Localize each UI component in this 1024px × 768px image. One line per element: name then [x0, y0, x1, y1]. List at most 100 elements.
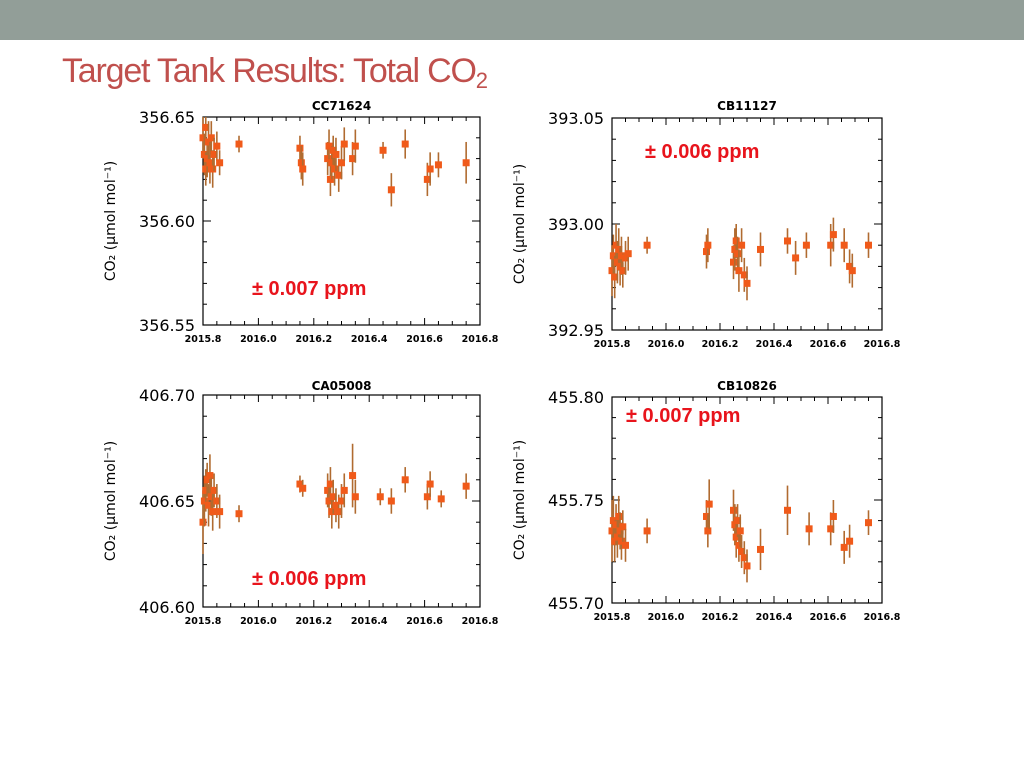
data-point: [615, 245, 623, 253]
data-point: [731, 245, 739, 253]
data-point: [387, 497, 395, 505]
data-point: [616, 262, 624, 270]
x-tick-label: 2016.0: [240, 616, 277, 627]
data-point: [617, 537, 625, 545]
data-point: [213, 497, 221, 505]
data-point: [622, 541, 629, 549]
data-point: [340, 140, 348, 148]
data-point: [351, 142, 359, 150]
data-point: [865, 241, 872, 249]
data-point: [613, 533, 621, 541]
data-point: [611, 537, 619, 545]
y-axis-label: CO₂ (μmol mol⁻¹): [103, 161, 119, 281]
x-tick-label: 2016.8: [462, 334, 499, 345]
data-point: [326, 480, 334, 488]
y-tick-label: 406.60: [139, 598, 195, 617]
y-tick-label: 393.05: [548, 109, 604, 128]
data-point: [612, 521, 620, 529]
data-point: [338, 159, 345, 167]
data-point: [792, 254, 800, 262]
chart-title: CC71624: [312, 99, 371, 113]
data-point: [757, 545, 764, 553]
y-tick-label: 356.65: [139, 108, 195, 127]
data-point: [437, 495, 445, 503]
data-point: [199, 134, 207, 142]
data-point: [703, 512, 710, 520]
data-point: [784, 237, 791, 245]
x-tick-label: 2016.6: [810, 612, 847, 623]
data-point: [207, 134, 215, 142]
data-point: [203, 155, 211, 163]
data-point: [846, 262, 854, 270]
data-point: [351, 493, 359, 501]
data-point: [643, 527, 651, 535]
chart-title: CB11127: [717, 99, 777, 113]
y-axis-label: CO₂ (μmol mol⁻¹): [103, 441, 119, 561]
chart-title: CA05008: [312, 379, 372, 393]
data-point: [332, 501, 340, 509]
data-point: [617, 252, 625, 260]
data-point: [296, 480, 304, 488]
data-point: [338, 497, 345, 505]
data-point: [619, 523, 627, 531]
x-tick-label: 2015.8: [185, 334, 222, 345]
data-point: [735, 267, 743, 275]
data-point: [732, 533, 740, 541]
y-tick-label: 356.55: [139, 316, 195, 335]
data-point: [329, 493, 337, 501]
data-point: [203, 476, 211, 484]
x-tick-label: 2015.8: [594, 339, 631, 350]
data-point: [622, 254, 629, 262]
data-point: [216, 508, 224, 516]
data-point: [423, 493, 431, 501]
data-point: [613, 258, 621, 266]
data-point: [612, 241, 620, 249]
data-point: [619, 267, 627, 275]
x-tick-label: 2016.8: [864, 612, 901, 623]
x-tick-label: 2015.8: [594, 612, 631, 623]
y-tick-label: 455.80: [548, 388, 604, 407]
data-point: [387, 186, 395, 194]
y-tick-label: 392.95: [548, 321, 604, 340]
y-axis-label: CO₂ (μmol mol⁻¹): [512, 440, 528, 560]
data-point: [462, 159, 470, 167]
data-point: [235, 140, 243, 148]
data-point: [202, 165, 210, 173]
data-point: [705, 500, 713, 508]
data-point: [829, 512, 837, 520]
data-point: [202, 123, 210, 131]
data-point: [235, 510, 243, 518]
data-point: [296, 144, 304, 152]
data-point: [757, 245, 764, 253]
x-tick-label: 2016.4: [351, 616, 388, 627]
data-point: [609, 517, 617, 525]
slide-title: Target Tank Results: Total CO2: [62, 52, 488, 94]
data-point: [401, 476, 409, 484]
y-tick-label: 393.00: [548, 215, 604, 234]
data-point: [206, 472, 214, 480]
data-point: [840, 241, 848, 249]
data-point: [328, 508, 336, 516]
data-point: [827, 525, 835, 533]
data-point: [730, 506, 737, 514]
data-point: [827, 241, 835, 249]
data-point: [738, 548, 746, 555]
data-point: [340, 486, 348, 494]
y-tick-label: 455.70: [548, 594, 604, 613]
data-point: [199, 518, 207, 526]
data-point: [704, 527, 712, 535]
slide-title-subscript: 2: [475, 68, 488, 93]
data-point: [401, 140, 409, 148]
data-point: [324, 486, 332, 494]
data-point: [734, 517, 742, 525]
x-tick-label: 2016.6: [810, 339, 847, 350]
data-point: [210, 150, 218, 158]
y-tick-label: 406.65: [139, 492, 195, 511]
x-tick-label: 2016.0: [240, 334, 277, 345]
data-point: [643, 241, 651, 249]
precision-annotation: ± 0.006 ppm: [252, 568, 366, 590]
data-point: [329, 146, 337, 154]
data-point: [848, 267, 856, 275]
